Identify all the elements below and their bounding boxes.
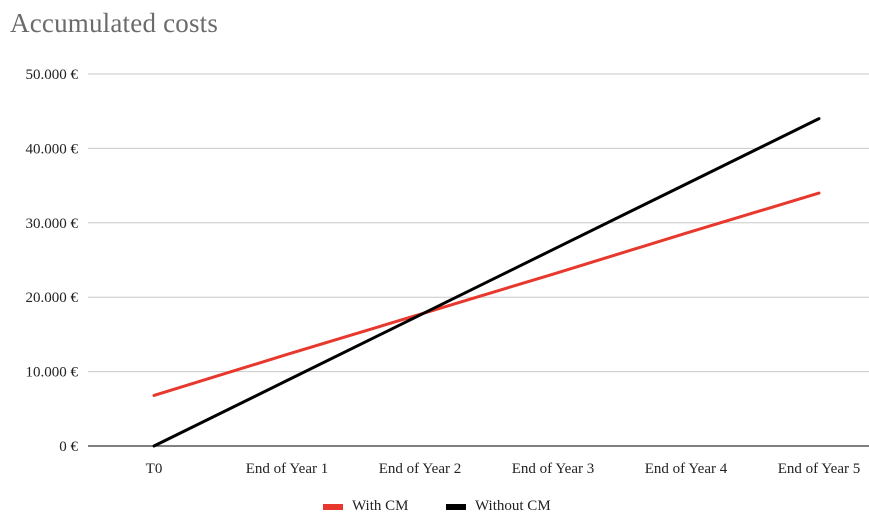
x-tick-label: End of Year 3 <box>512 461 595 477</box>
y-tick-label: 30.000 € <box>26 216 79 232</box>
chart-title: Accumulated costs <box>10 8 219 38</box>
x-axis-tick-labels: T0 End of Year 1 End of Year 2 End of Year … <box>146 461 861 477</box>
legend-label: With CM <box>352 498 408 514</box>
y-tick-label: 10.000 € <box>26 365 79 381</box>
legend: With CM Without CM <box>323 498 551 514</box>
y-axis-tick-labels: 0 € 10.000 € 20.000 € 30.000 € 40.000 € 50.00… <box>26 67 79 455</box>
y-tick-label: 50.000 € <box>26 67 79 83</box>
gridlines <box>88 73 869 447</box>
x-tick-label: End of Year 1 <box>246 461 329 477</box>
legend-swatch <box>323 504 343 510</box>
y-tick-label: 20.000 € <box>26 290 79 306</box>
legend-swatch <box>446 504 466 510</box>
x-tick-label: End of Year 2 <box>379 461 462 477</box>
y-tick-label: 40.000 € <box>26 141 79 157</box>
series-line-without-cm <box>152 117 821 448</box>
x-tick-label: End of Year 4 <box>645 461 728 477</box>
series-line-with-cm <box>152 191 821 397</box>
series-lines <box>152 117 821 448</box>
x-tick-label: T0 <box>146 461 163 477</box>
y-tick-label: 0 € <box>59 439 78 455</box>
legend-label: Without CM <box>475 498 551 514</box>
x-tick-label: End of Year 5 <box>778 461 861 477</box>
